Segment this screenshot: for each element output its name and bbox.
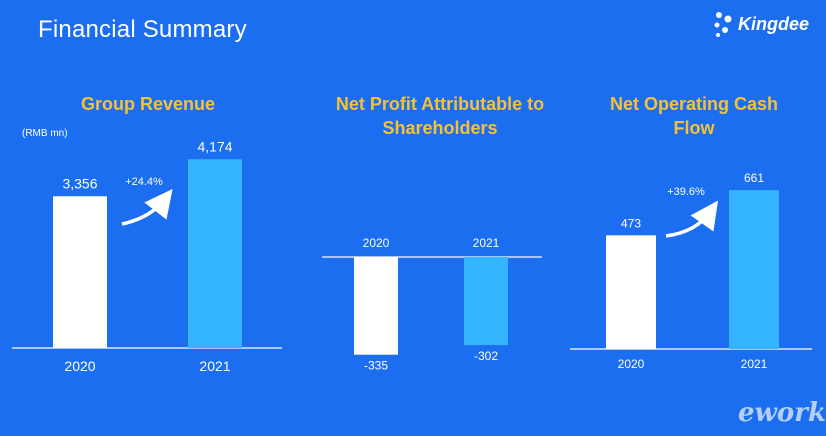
net-profit-value-2020: -335 bbox=[364, 359, 388, 373]
kingdee-logo: Kingdee bbox=[712, 8, 816, 40]
group-revenue-chart: 3,356 4,174 2020 2021 +24.4% bbox=[12, 138, 282, 374]
group-revenue-title: Group Revenue bbox=[80, 94, 216, 114]
group-revenue-growth-label: +24.4% bbox=[125, 176, 163, 188]
net-profit-bar-2021 bbox=[464, 257, 508, 346]
group-revenue-bar-2020 bbox=[53, 196, 107, 348]
operating-cash-flow-growth-arrow-icon bbox=[665, 200, 719, 238]
group-revenue-bar-2021 bbox=[188, 159, 242, 348]
operating-cash-flow-value-2021: 661 bbox=[744, 171, 764, 185]
group-revenue-category-2020: 2020 bbox=[64, 358, 95, 374]
unit-label: (RMB mn) bbox=[22, 128, 68, 139]
group-revenue-category-2021: 2021 bbox=[199, 358, 230, 374]
operating-cash-flow-value-2020: 473 bbox=[621, 216, 641, 230]
logo-dots-icon bbox=[714, 12, 732, 37]
net-profit-bar-2020 bbox=[354, 257, 398, 355]
group-revenue-value-2020: 3,356 bbox=[62, 175, 97, 191]
operating-cash-flow-category-2021: 2021 bbox=[741, 357, 768, 371]
net-profit-category-2020: 2020 bbox=[363, 236, 390, 250]
operating-cash-flow-bar-2021 bbox=[729, 190, 779, 349]
operating-cash-flow-title: Net Operating Cash Flow bbox=[609, 94, 779, 138]
net-profit-title: Net Profit Attributable to Shareholders bbox=[335, 94, 545, 138]
operating-cash-flow-growth-label: +39.6% bbox=[667, 186, 705, 198]
operating-cash-flow-bar-2020 bbox=[606, 235, 656, 349]
group-revenue-growth-arrow-icon bbox=[121, 188, 173, 226]
net-profit-chart: -335 -302 2020 2021 bbox=[322, 236, 542, 373]
operating-cash-flow-chart: 473 661 2020 2021 +39.6% bbox=[570, 171, 812, 371]
net-profit-category-2021: 2021 bbox=[473, 236, 500, 250]
operating-cash-flow-category-2020: 2020 bbox=[618, 357, 645, 371]
eworks-watermark: eworks bbox=[738, 398, 826, 428]
net-profit-value-2021: -302 bbox=[474, 349, 498, 363]
group-revenue-value-2021: 4,174 bbox=[197, 138, 232, 154]
logo-text: Kingdee bbox=[738, 14, 810, 34]
page-title: Financial Summary bbox=[38, 16, 247, 43]
